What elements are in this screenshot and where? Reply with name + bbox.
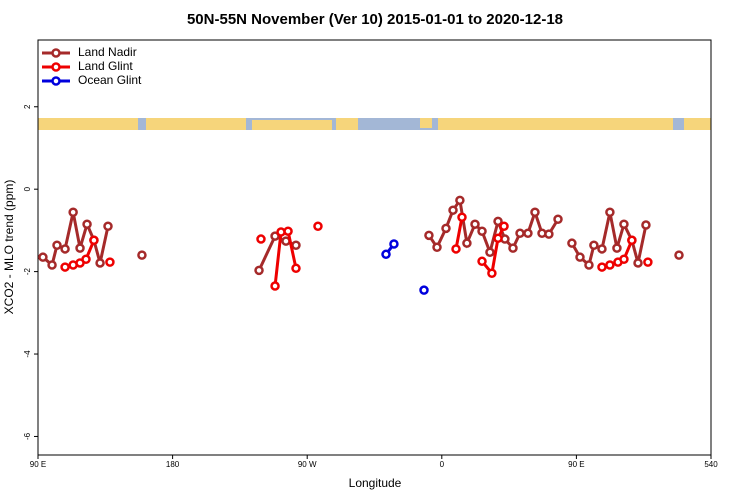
point <box>81 254 91 264</box>
point <box>291 263 301 274</box>
point <box>462 238 472 248</box>
point <box>575 252 585 262</box>
point <box>641 220 651 230</box>
chart-title: 50N-55N November (Ver 10) 2015-01-01 to … <box>187 11 563 28</box>
point <box>47 260 57 270</box>
point <box>105 257 115 267</box>
point <box>89 235 99 246</box>
legend-swatch-marker <box>51 62 61 72</box>
point <box>270 281 280 291</box>
series-line <box>65 217 648 286</box>
point <box>432 242 442 253</box>
x-tick-label: 90 W <box>298 460 317 469</box>
x-tick-label: 90 E <box>568 460 584 469</box>
map-land <box>684 118 711 130</box>
point <box>419 285 429 295</box>
point <box>499 221 509 232</box>
map-land <box>420 118 432 128</box>
point <box>270 231 280 241</box>
point <box>451 244 461 254</box>
point <box>597 244 607 254</box>
point <box>485 247 495 257</box>
point <box>52 240 62 250</box>
legend-label: Ocean Glint <box>78 73 142 87</box>
point <box>291 240 301 250</box>
map-land <box>252 120 332 130</box>
legend-label: Land Nadir <box>78 45 137 59</box>
map-strip <box>38 118 711 130</box>
map-land <box>438 118 673 130</box>
point <box>487 268 497 279</box>
y-tick-label: -2 <box>23 268 32 276</box>
point <box>424 230 434 241</box>
point <box>544 229 554 239</box>
point <box>477 256 487 267</box>
point <box>493 216 503 227</box>
y-tick-label: 0 <box>23 186 32 191</box>
point <box>95 258 105 268</box>
point <box>448 205 458 215</box>
y-tick-label: -4 <box>23 350 32 358</box>
point <box>619 254 629 264</box>
legend-label: Land Glint <box>78 59 133 73</box>
point <box>584 260 594 270</box>
point <box>470 219 480 229</box>
x-tick-label: 0 <box>440 460 445 469</box>
point <box>313 221 323 232</box>
point <box>381 249 391 260</box>
point <box>553 214 563 225</box>
legend-swatch-marker <box>51 76 61 86</box>
x-tick-label: 90 E <box>30 460 46 469</box>
point <box>389 239 399 249</box>
point <box>612 243 622 253</box>
x-tick-label: 180 <box>166 460 180 469</box>
point <box>477 226 487 236</box>
legend-swatch-marker <box>51 48 61 58</box>
point <box>567 238 577 248</box>
point <box>605 207 615 218</box>
point <box>137 250 147 260</box>
point <box>597 262 607 272</box>
x-tick-label: 540 <box>704 460 718 469</box>
point <box>627 235 637 246</box>
point <box>441 223 451 234</box>
point <box>530 207 540 218</box>
point <box>38 252 48 262</box>
map-land <box>38 118 138 130</box>
point <box>82 219 92 229</box>
point <box>508 243 518 253</box>
point <box>60 244 70 254</box>
point <box>589 240 599 250</box>
point <box>633 258 643 268</box>
map-land <box>336 118 358 130</box>
series-line <box>386 244 424 290</box>
point <box>523 228 533 239</box>
point <box>515 228 525 239</box>
point <box>75 243 85 253</box>
point <box>457 212 467 222</box>
point <box>493 233 503 243</box>
point <box>283 226 293 236</box>
point <box>254 265 264 276</box>
point <box>68 207 78 218</box>
point <box>103 221 113 232</box>
point <box>619 219 629 229</box>
point <box>674 250 684 260</box>
point <box>60 262 70 272</box>
y-tick-label: 2 <box>23 104 32 109</box>
plot-frame <box>37 39 712 456</box>
point <box>605 260 615 270</box>
y-axis-label: XCO2 - MLO trend (ppm) <box>2 180 16 315</box>
x-axis-label: Longitude <box>349 476 402 490</box>
point <box>643 257 653 267</box>
point <box>455 195 465 206</box>
y-tick-label: -6 <box>23 432 32 440</box>
map-land <box>146 118 246 130</box>
point <box>256 234 266 244</box>
